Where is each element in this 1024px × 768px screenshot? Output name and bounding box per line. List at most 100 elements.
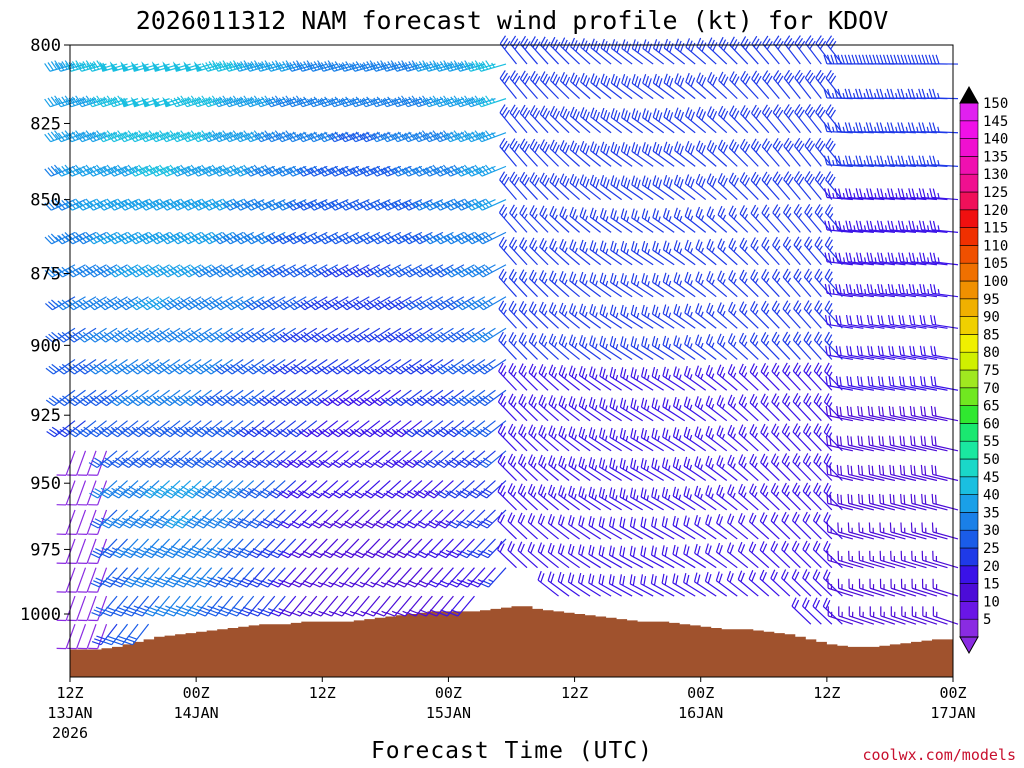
wind-barb [827, 606, 854, 625]
colorbar-label: 30 [983, 523, 1000, 539]
wind-barb [826, 493, 854, 511]
wind-barb [139, 198, 170, 211]
wind-barb [569, 206, 591, 233]
wind-barb [538, 364, 559, 391]
wind-barb [558, 302, 580, 329]
wind-barb [475, 60, 507, 72]
wind-barb [475, 198, 507, 211]
wind-barb [266, 327, 297, 343]
wind-barb [750, 269, 770, 298]
wind-barb [528, 332, 549, 360]
wind-barb [359, 131, 391, 143]
wind-barb [90, 538, 118, 559]
wind-barb [929, 220, 959, 233]
wind-barb [549, 205, 570, 233]
wind-barb [868, 522, 896, 540]
wind-barb [391, 264, 423, 278]
wind-barb [889, 464, 917, 482]
wind-barb [341, 480, 370, 499]
wind-barb [866, 252, 895, 266]
colorbar-label: 60 [983, 416, 1000, 432]
wind-barb [824, 283, 853, 298]
wind-barb [558, 455, 580, 482]
wind-barb [559, 106, 580, 134]
wind-barb [804, 104, 822, 134]
wind-barb [246, 450, 276, 469]
wind-barb [287, 389, 318, 407]
wind-barb [931, 493, 959, 511]
wind-barb [391, 231, 423, 245]
wind-barb [433, 231, 465, 245]
wind-barb [728, 139, 749, 167]
wind-barb [412, 130, 444, 143]
wind-barb [567, 543, 591, 569]
wind-barb [783, 69, 801, 99]
wind-barb [651, 487, 675, 511]
wind-barb [65, 231, 97, 245]
wind-barb [858, 493, 885, 511]
wind-barb [184, 509, 213, 529]
wind-barb [812, 540, 833, 569]
wind-barb [879, 550, 906, 569]
wind-barb [641, 336, 664, 360]
wind-barb [370, 199, 402, 211]
wind-barb [107, 198, 139, 211]
wind-barb [609, 427, 633, 452]
wind-barb [600, 175, 622, 201]
wind-barb [629, 516, 654, 540]
wind-barb [529, 237, 549, 266]
x-tick-time: 00Z [939, 684, 966, 702]
wind-barb [900, 550, 927, 569]
wind-barb [401, 231, 433, 245]
wind-barb [813, 331, 833, 360]
colorbar-swatch [959, 423, 979, 442]
credit-link[interactable]: coolwx.com/models [862, 746, 1016, 764]
wind-barb [372, 450, 402, 469]
wind-barb [509, 138, 528, 167]
wind-barb [256, 420, 286, 438]
wind-barb [267, 450, 297, 469]
speed-colorbar: 5101520253035404550556065707580859095100… [959, 85, 1008, 655]
wind-barb [202, 231, 233, 245]
wind-barb [507, 483, 528, 511]
wind-barb [641, 273, 664, 298]
wind-barb [362, 450, 391, 469]
wind-barb [631, 142, 654, 167]
wind-barb [804, 137, 822, 167]
wind-barb [844, 155, 874, 167]
wind-barb [548, 302, 570, 329]
wind-barb [170, 231, 202, 245]
wind-barb [663, 38, 686, 65]
wind-barb [749, 393, 770, 422]
wind-barb [631, 108, 654, 134]
colorbar-swatch [959, 583, 979, 602]
wind-barb [662, 397, 686, 422]
wind-barb [610, 108, 633, 134]
wind-barb [297, 358, 328, 375]
wind-barb [783, 171, 801, 200]
wind-barb [727, 484, 749, 511]
wind-barb [403, 420, 433, 438]
wind-barb [256, 450, 286, 469]
wind-barb [814, 137, 833, 167]
wind-barb [696, 72, 717, 100]
wind-barb [716, 425, 738, 452]
wind-barb [652, 108, 675, 134]
wind-barb [673, 335, 696, 360]
wind-barb [351, 480, 381, 499]
x-tick-year: 2026 [52, 724, 88, 742]
x-tick-date: 15JAN [426, 704, 471, 722]
wind-barb [391, 296, 423, 311]
wind-barb [77, 480, 97, 506]
wind-barb [538, 270, 559, 298]
wind-barb [86, 164, 118, 177]
wind-barb [824, 204, 843, 233]
wind-barb [909, 314, 938, 329]
wind-barb [761, 138, 780, 167]
wind-barb [548, 425, 570, 452]
wind-barb [684, 334, 707, 360]
colorbar-label: 40 [983, 488, 1000, 504]
wind-barb [918, 220, 948, 233]
wind-barb [619, 545, 643, 569]
wind-barb [307, 165, 339, 177]
